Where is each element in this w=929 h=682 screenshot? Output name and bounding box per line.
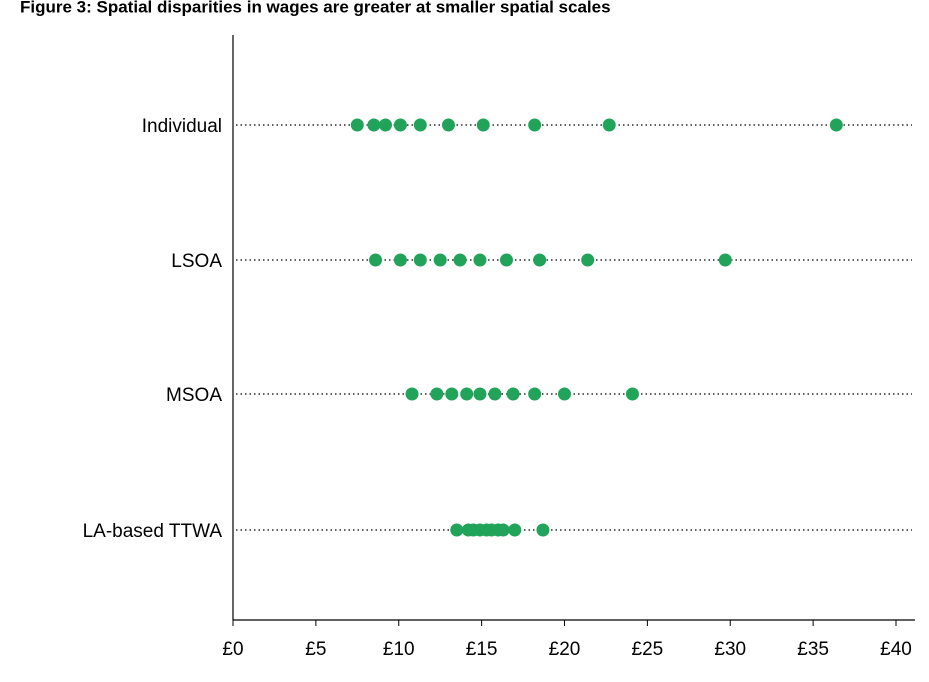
dot <box>536 523 550 537</box>
dot <box>393 118 407 132</box>
x-tick-label: £15 <box>466 639 498 660</box>
dot <box>499 253 513 267</box>
dot <box>453 253 467 267</box>
dot <box>473 387 487 401</box>
x-tick-label: £5 <box>305 639 326 660</box>
dot <box>602 118 616 132</box>
y-tick-label: LA-based TTWA <box>83 521 223 542</box>
dot <box>496 523 510 537</box>
dot <box>378 118 392 132</box>
dot <box>350 118 364 132</box>
dot <box>506 387 520 401</box>
dot <box>718 253 732 267</box>
dot <box>445 387 459 401</box>
x-tick-label: £0 <box>222 639 243 660</box>
dot <box>441 118 455 132</box>
dot <box>367 118 381 132</box>
dot <box>528 387 542 401</box>
dot <box>581 253 595 267</box>
dot <box>460 387 474 401</box>
dot <box>829 118 843 132</box>
x-tick-label: £25 <box>632 639 664 660</box>
dot <box>558 387 571 401</box>
dot <box>528 118 542 132</box>
chart-title: Figure 3: Spatial disparities in wages a… <box>20 0 611 16</box>
dot <box>369 253 383 267</box>
dot <box>450 523 464 537</box>
dot <box>533 253 547 267</box>
dot <box>413 253 427 267</box>
dot <box>393 253 407 267</box>
dot <box>405 387 419 401</box>
x-tick-label: £40 <box>880 639 912 660</box>
x-tick-label: £10 <box>383 639 415 660</box>
dot <box>488 387 502 401</box>
dot <box>625 387 639 401</box>
dot <box>430 387 444 401</box>
dot <box>476 118 490 132</box>
dot <box>433 253 447 267</box>
x-tick-label: £35 <box>797 639 829 660</box>
y-tick-label: MSOA <box>166 385 222 406</box>
y-tick-label: Individual <box>142 116 222 137</box>
y-tick-label: LSOA <box>171 251 222 272</box>
dot <box>413 118 427 132</box>
x-tick-label: £30 <box>714 639 746 660</box>
dot <box>473 253 487 267</box>
dot <box>508 523 522 537</box>
x-tick-label: £20 <box>549 639 581 660</box>
